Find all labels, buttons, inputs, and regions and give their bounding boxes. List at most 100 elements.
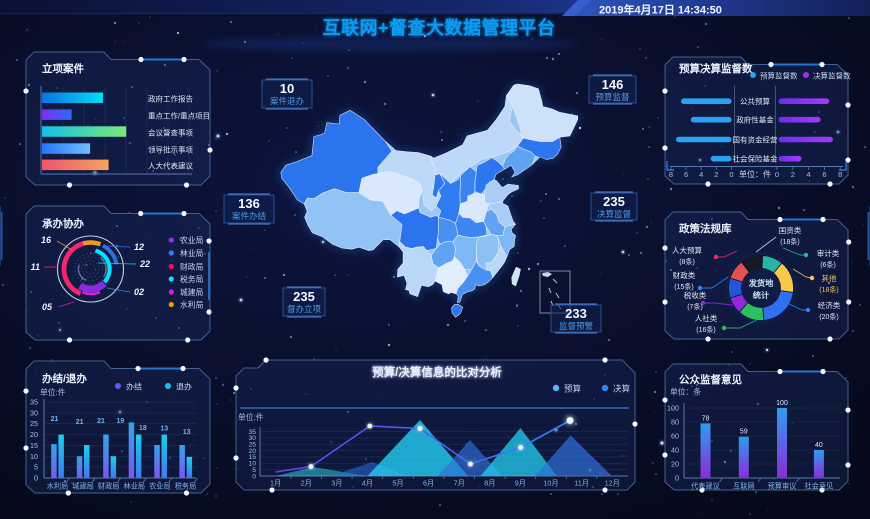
svg-text:5: 5 (252, 467, 256, 474)
svg-text:国有资金经营: 国有资金经营 (733, 135, 778, 145)
svg-text:59: 59 (740, 429, 748, 436)
svg-text:立项案件: 立项案件 (42, 62, 84, 75)
svg-text:(6条): (6条) (820, 260, 836, 269)
svg-text:30: 30 (248, 435, 256, 442)
svg-text:21: 21 (97, 418, 105, 425)
svg-text:税收类: 税收类 (684, 290, 707, 300)
svg-text:2019年4月17日 14:34:50: 2019年4月17日 14:34:50 (599, 3, 722, 17)
svg-text:农业局: 农业局 (149, 482, 171, 491)
svg-text:人大代表建议: 人大代表建议 (148, 161, 193, 171)
svg-text:代表建议: 代表建议 (691, 482, 720, 491)
svg-text:税务局: 税务局 (180, 274, 204, 284)
svg-text:12: 12 (134, 242, 144, 252)
svg-text:40: 40 (815, 442, 823, 449)
svg-text:05: 05 (42, 302, 53, 312)
svg-text:7月: 7月 (454, 479, 465, 488)
svg-text:25: 25 (248, 442, 256, 449)
svg-text:发货地: 发货地 (748, 278, 774, 288)
svg-text:12月: 12月 (605, 479, 620, 488)
svg-text:3月: 3月 (331, 479, 342, 488)
svg-text:会议督查事项: 会议督查事项 (148, 127, 193, 137)
svg-text:9月: 9月 (515, 479, 526, 488)
svg-text:城建局: 城建局 (180, 287, 204, 297)
svg-text:8: 8 (669, 170, 673, 179)
svg-text:2: 2 (791, 170, 795, 179)
svg-text:政府工作报告: 政府工作报告 (148, 94, 193, 104)
svg-text:0: 0 (34, 474, 38, 483)
svg-text:10: 10 (248, 461, 256, 468)
svg-text:(20条): (20条) (819, 312, 838, 321)
svg-text:18: 18 (139, 425, 147, 432)
svg-text:21: 21 (51, 416, 59, 423)
svg-text:单位:件: 单位:件 (238, 412, 264, 422)
svg-text:政府性基金: 政府性基金 (736, 115, 774, 125)
svg-text:预算审议: 预算审议 (768, 482, 797, 491)
svg-text:100: 100 (667, 404, 679, 413)
svg-text:20: 20 (671, 460, 679, 469)
svg-text:1月: 1月 (270, 479, 281, 488)
svg-text:退办: 退办 (176, 382, 192, 392)
svg-text:0: 0 (775, 170, 779, 179)
svg-text:单位：条: 单位：条 (670, 387, 701, 397)
svg-text:农业局: 农业局 (180, 235, 204, 245)
svg-text:4: 4 (807, 170, 811, 179)
svg-text:林业局: 林业局 (124, 482, 146, 491)
svg-text:6: 6 (822, 170, 826, 179)
svg-text:15: 15 (30, 441, 38, 450)
svg-text:235: 235 (603, 194, 625, 209)
svg-text:30: 30 (30, 408, 38, 417)
svg-text:10: 10 (30, 452, 38, 461)
svg-text:国资类: 国资类 (779, 225, 802, 235)
svg-text:02: 02 (134, 287, 144, 297)
svg-text:公众监督意见: 公众监督意见 (679, 373, 742, 386)
svg-text:0: 0 (729, 170, 733, 179)
svg-text:办结: 办结 (126, 382, 142, 392)
svg-text:(18条): (18条) (819, 285, 838, 294)
svg-text:11: 11 (31, 262, 40, 272)
svg-text:决算监督: 决算监督 (597, 209, 632, 219)
svg-text:19: 19 (117, 418, 125, 425)
svg-text:单位：件: 单位：件 (739, 169, 771, 179)
svg-text:(18条): (18条) (780, 237, 799, 246)
svg-text:13: 13 (183, 429, 191, 436)
svg-text:11月: 11月 (574, 479, 589, 488)
svg-text:决算监督数: 决算监督数 (813, 71, 851, 81)
svg-text:(7条): (7条) (687, 302, 703, 311)
svg-text:预算监督数: 预算监督数 (760, 71, 798, 81)
svg-text:80: 80 (671, 418, 679, 427)
svg-text:16: 16 (41, 235, 52, 245)
svg-text:财政局: 财政局 (180, 262, 204, 272)
svg-text:146: 146 (602, 77, 624, 92)
svg-text:(15条): (15条) (674, 282, 693, 291)
svg-text:21: 21 (76, 419, 84, 426)
svg-text:重点工作/重点项目: 重点工作/重点项目 (148, 110, 210, 120)
svg-text:预算决算监督数: 预算决算监督数 (679, 62, 753, 75)
svg-text:100: 100 (776, 400, 788, 407)
svg-text:4月: 4月 (362, 479, 373, 488)
svg-text:承办协办: 承办协办 (42, 217, 84, 230)
svg-text:78: 78 (702, 415, 710, 422)
svg-text:林业局: 林业局 (180, 248, 204, 258)
svg-text:水利局: 水利局 (47, 482, 69, 491)
svg-text:25: 25 (30, 419, 38, 428)
svg-text:10: 10 (280, 81, 294, 96)
svg-text:6月: 6月 (423, 479, 434, 488)
svg-text:4: 4 (699, 170, 703, 179)
svg-text:互联网+督查大数据管理平台: 互联网+督查大数据管理平台 (322, 17, 555, 38)
svg-text:城建局: 城建局 (72, 482, 94, 491)
svg-text:233: 233 (565, 306, 587, 321)
svg-text:5月: 5月 (392, 479, 403, 488)
svg-text:235: 235 (293, 289, 315, 304)
svg-text:8月: 8月 (484, 479, 495, 488)
svg-text:22: 22 (139, 259, 150, 269)
svg-text:8: 8 (838, 170, 842, 179)
svg-text:0: 0 (252, 473, 256, 480)
svg-text:案件办结: 案件办结 (232, 211, 266, 221)
svg-text:监督预警: 监督预警 (559, 321, 594, 331)
svg-text:(8条): (8条) (679, 257, 695, 266)
svg-text:互联网: 互联网 (733, 482, 755, 491)
svg-text:税务局: 税务局 (175, 482, 197, 491)
svg-text:15: 15 (248, 454, 256, 461)
svg-text:财政局: 财政局 (98, 482, 120, 491)
svg-text:35: 35 (30, 398, 38, 407)
